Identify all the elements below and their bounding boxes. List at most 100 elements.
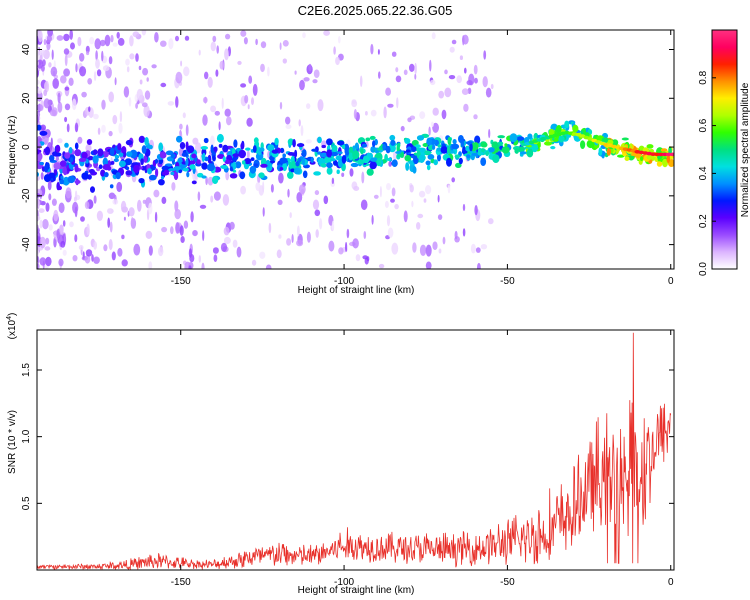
snr-x-axis-label: Height of straight line (km) [298,585,415,596]
spectrogram-noise-blob [192,172,199,182]
spectrogram-noise-blob [412,242,417,253]
spectrogram-noise-blob [38,30,43,43]
spectrogram-ridge-blob [317,136,322,144]
colorbar-tick-label: 0.4 [698,166,709,180]
spectrogram-noise-blob [430,79,436,86]
spectrogram-noise-blob [409,184,414,193]
spectrogram-noise-blob [378,71,381,79]
spectrogram-noise-blob [108,130,113,137]
spectrogram-noise-blob [409,63,415,72]
spectrogram-noise-blob [93,113,99,120]
spectrogram-noise-blob [174,200,179,212]
spectrogram-ridge-blob [471,152,479,156]
spectrogram-ridge-blob [232,161,237,170]
spectrogram-noise-blob [317,99,324,112]
spectrogram-ridge-blob [92,155,99,164]
spectrogram-ridge-blob [259,147,265,152]
spectrogram-noise-blob [286,238,292,246]
spectrogram-noise-blob [52,78,59,89]
spectrogram-noise-blob [42,219,49,230]
spectrogram-noise-blob [432,241,438,250]
spectrogram-ridge-blob [360,148,364,155]
spectrogram-noise-blob [108,239,113,251]
spectrogram-x-tick-label: -50 [500,276,515,287]
spectrogram-ridge-blob [122,151,127,158]
spectrogram-ridge-blob [63,166,67,176]
spectrogram-noise-blob [226,116,232,126]
spectrogram-ridge-blob [158,179,165,186]
spectrogram-noise-blob [112,114,118,125]
spectrogram-ridge-blob [477,147,482,156]
spectrogram-noise-blob [466,80,473,86]
spectrogram-y-tick-label: 0 [21,144,32,150]
spectrogram-ridge-blob [326,149,332,158]
spectrogram-noise-blob [419,111,426,119]
spectrogram-noise-blob [248,75,253,84]
spectrogram-ridge-blob [217,154,225,159]
spectrogram-ridge-blob [474,135,481,144]
spectrogram-ridge-blob [267,144,275,152]
spectrogram-noise-blob [49,109,57,117]
spectrogram-noise-blob [429,59,432,72]
spectrogram-noise-blob [265,264,272,269]
figure-title: C2E6.2025.065.22.36.G05 [298,3,453,18]
spectrogram-noise-blob [75,63,78,73]
spectrogram-ridge-blob [182,167,189,172]
spectrogram-noise-blob [117,247,123,257]
spectrogram-noise-blob [198,49,201,56]
spectrogram-noise-blob [438,248,442,254]
spectrogram-ridge-blob [232,169,237,173]
spectrogram-ridge-blob [606,147,612,156]
spectrogram-ridge-blob [377,147,382,151]
spectrogram-noise-blob [63,48,70,55]
spectrogram-ridge-blob [366,168,374,176]
spectrogram-ridge-blob [161,165,169,171]
spectrogram-noise-blob [207,176,214,186]
spectrogram-noise-blob [223,236,231,245]
spectrogram-ridge-blob [621,137,629,141]
spectrogram-noise-blob [161,196,167,204]
spectrogram-noise-blob [377,49,380,55]
spectrogram-noise-blob [244,94,249,104]
spectrogram-noise-blob [179,123,183,130]
spectrogram-noise-blob [395,67,399,73]
spectrogram-noise-blob [87,78,93,85]
spectrogram-y-tick-label: 40 [21,44,32,56]
spectrogram-x-tick-label: -150 [171,276,191,287]
spectrogram-noise-blob [101,124,106,133]
spectrogram-ridge-blob [389,134,396,141]
spectrogram-noise-blob [62,220,66,227]
spectrogram-ridge-blob [385,145,391,154]
spectrogram-ridge-blob [391,159,398,167]
spectrogram-noise-blob [107,217,111,228]
spectrogram-y-tick-label: 20 [21,92,32,104]
spectrogram-noise-blob [240,83,247,88]
spectrogram-noise-blob [56,35,64,41]
snr-x-tick-label: 0 [668,577,674,588]
spectrogram-noise-blob [282,40,289,47]
spectrogram-ridge-blob [53,162,61,170]
spectrogram-noise-blob [192,230,198,237]
spectrogram-noise-blob [121,234,125,240]
spectrogram-ridge-blob [176,135,183,143]
spectrogram-ridge-blob [241,160,246,165]
spectrogram-ridge-blob [37,154,42,162]
spectrogram-noise-blob [260,63,265,73]
spectrogram-noise-blob [425,261,432,269]
spectrogram-ridge-blob [337,158,344,168]
spectrogram-ridge-blob [640,156,644,162]
spectrogram-noise-blob [184,35,190,41]
spectrogram-ridge-blob [201,162,208,170]
spectrogram-ridge-blob [173,171,179,181]
spectrogram-noise-blob [331,220,335,231]
spectrogram-noise-blob [383,106,387,119]
spectrogram-ridge-blob [138,178,145,184]
spectrogram-noise-blob [388,161,392,167]
spectrogram-ridge-blob [86,139,93,145]
spectrogram-ridge-blob [48,172,56,179]
spectrogram-noise-blob [306,103,311,109]
spectrogram-ridge-blob [255,152,264,161]
snr-y-ticks: 0.5 1.0 1.5 [21,363,674,510]
spectrogram-noise-blob [477,262,481,269]
spectrogram-noise-blob [212,35,217,43]
